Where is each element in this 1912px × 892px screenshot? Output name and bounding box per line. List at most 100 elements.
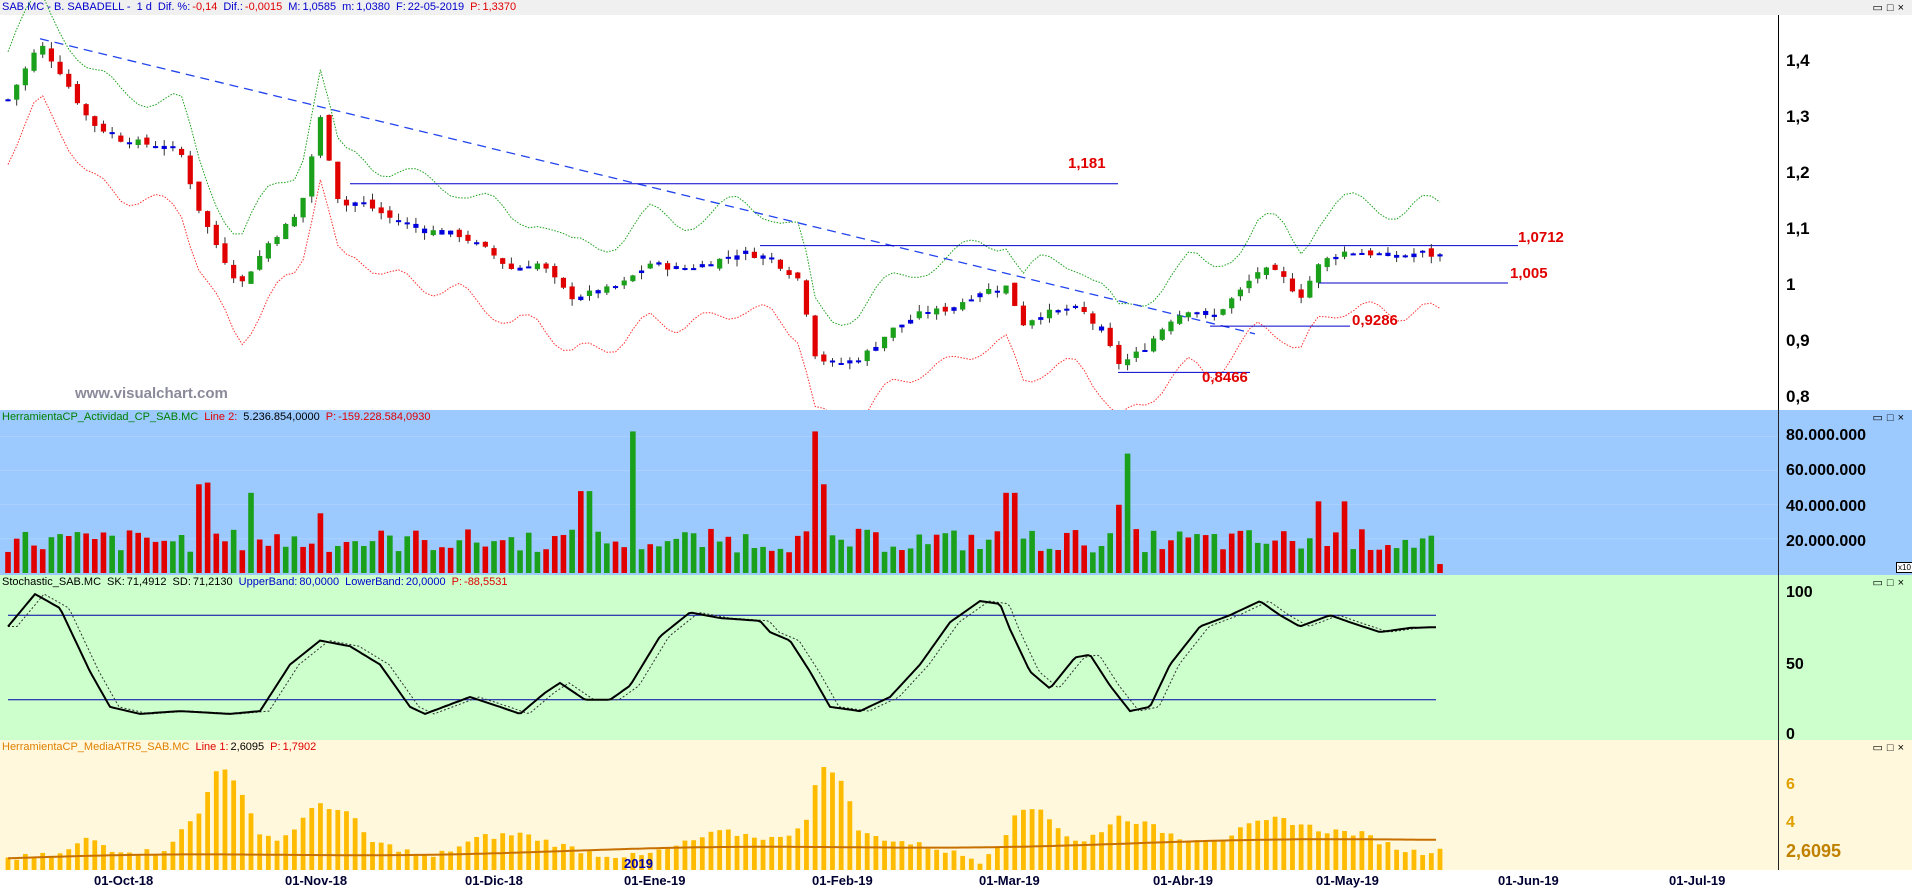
candle-body (1385, 252, 1391, 257)
volume-bar (1246, 530, 1252, 573)
volume-bar (1272, 540, 1278, 573)
candle-body (1211, 314, 1217, 317)
volume-bar (751, 548, 758, 573)
atr-bar (1177, 839, 1183, 870)
atr-bar (1255, 820, 1261, 870)
volume-bar (1307, 538, 1313, 573)
min-label: m: (342, 1, 355, 13)
stoch-ytick-0: 0 (1786, 726, 1795, 741)
volume-bar (1393, 548, 1400, 573)
candle-body (1263, 267, 1270, 275)
volume-bar (1090, 552, 1096, 573)
candle-body (135, 139, 141, 145)
volume-bar (230, 529, 237, 573)
atr-bar (1420, 855, 1426, 870)
atr-bar (265, 835, 271, 870)
volume-bar (560, 534, 567, 573)
atr-bar (682, 840, 688, 870)
xlabel-jun19: 01-Jun-19 (1498, 873, 1559, 888)
candle-body (317, 117, 324, 156)
candle-body (456, 229, 462, 238)
candle-body (829, 360, 836, 363)
stoch-window-buttons[interactable]: ▭□× (1872, 577, 1908, 589)
atr-bar (326, 809, 332, 870)
stochastic-panel[interactable]: Stochastic_SAB.MC SK: 71,4912 SD: 71,2130 Upp… (0, 575, 1912, 741)
candle-body (343, 199, 350, 206)
atr-bar (430, 856, 436, 870)
volume-bar (907, 548, 914, 573)
atr-bar (543, 839, 549, 870)
candle-body (604, 286, 610, 293)
atr-bar (552, 846, 558, 870)
volume-bar (708, 528, 714, 573)
candle-body (986, 288, 992, 294)
candle-body (1394, 254, 1400, 258)
atr-bar (318, 803, 323, 870)
candle-body (899, 324, 905, 328)
candle-body (526, 266, 532, 269)
volume-bar (1046, 548, 1053, 573)
candle-body (942, 306, 948, 312)
volume-bar (465, 529, 471, 573)
volume-bar (673, 538, 680, 573)
candle-body (92, 116, 98, 126)
atr-bar (639, 855, 644, 870)
candle-body (1298, 289, 1304, 298)
candle-body (1315, 264, 1322, 283)
atr-bar (1185, 840, 1191, 870)
candle-body (5, 99, 11, 102)
volume-bar (690, 533, 697, 573)
price-ytick-1.4: 1,4 (1786, 51, 1810, 70)
volume-bar (265, 545, 272, 573)
volume-panel[interactable]: HerramientaCP_Actividad_CP_SAB.MC Line 2:… (0, 410, 1912, 576)
atr-panel[interactable]: HerramientaCP_MediaATR5_SAB.MC Line 1: 2,6… (0, 740, 1912, 870)
atr-bar (778, 836, 783, 870)
volume-window-buttons[interactable]: ▭□× (1872, 412, 1908, 424)
atr-bar (882, 840, 887, 870)
level-label-1005: 1,005 (1510, 265, 1548, 282)
atr-bar (22, 853, 28, 870)
atr-bar (292, 829, 297, 870)
atr-bar (821, 767, 827, 870)
candle-body (309, 156, 315, 197)
volume-bar (1228, 533, 1235, 573)
candle-body (838, 362, 844, 365)
volume-bar (361, 545, 367, 573)
atr-bar (1290, 825, 1295, 870)
atr-bar (1342, 830, 1347, 870)
atr-bar (1142, 821, 1148, 870)
atr-bar (725, 829, 731, 870)
candle-body (1428, 248, 1434, 257)
candle-body (66, 73, 72, 87)
volume-bar (100, 532, 107, 573)
atr-bar (344, 811, 349, 870)
volume-bar (1037, 550, 1044, 573)
stoch-sd-line (8, 593, 1437, 715)
xlabel-dic18: 01-Dic-18 (465, 873, 523, 888)
candle-body (673, 266, 679, 269)
atr-bar (500, 833, 506, 870)
volume-bar (847, 546, 853, 573)
volume-bar (274, 534, 280, 573)
volume-bar (725, 536, 732, 573)
volume-bar (803, 531, 810, 573)
volume-bar (534, 551, 541, 573)
atr-bar (283, 835, 289, 870)
atr-bar (968, 858, 974, 870)
price-panel[interactable]: SAB.MC - B. SABADELL - 1 d Dif. %: -0,14 Dif… (0, 0, 1912, 411)
candle-body (14, 84, 20, 100)
atr-bar (743, 833, 749, 870)
atr-bar (630, 852, 636, 870)
atr-window-buttons[interactable]: ▭□× (1872, 742, 1908, 754)
volume-bar (334, 546, 341, 573)
volume-bar (1298, 548, 1304, 573)
volume-chart (0, 431, 1778, 573)
candle-body (1437, 254, 1443, 257)
volume-header: HerramientaCP_Actividad_CP_SAB.MC Line 2:… (2, 411, 437, 423)
atr-bar (222, 769, 228, 870)
price-window-buttons[interactable]: ▭□× (1872, 2, 1908, 14)
candle-body (1072, 305, 1079, 309)
candle-body (1350, 253, 1356, 256)
atr-bar (1029, 809, 1035, 870)
volume-bar (1133, 529, 1140, 573)
